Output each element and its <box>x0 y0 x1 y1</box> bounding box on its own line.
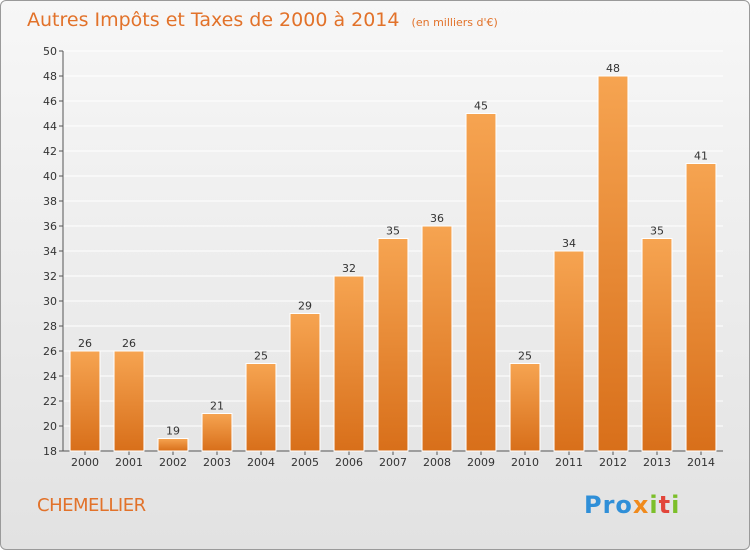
chart-title-text: Autres Impôts et Taxes de 2000 à 2014 <box>27 9 400 31</box>
bar <box>289 313 321 452</box>
y-tick-label: 50 <box>43 45 57 58</box>
x-tick-label: 2002 <box>159 456 187 469</box>
y-tick-label: 20 <box>43 420 57 433</box>
y-tick-label: 30 <box>43 295 57 308</box>
y-tick-label: 32 <box>43 270 57 283</box>
bar <box>113 350 145 452</box>
x-tick-label: 2009 <box>467 456 495 469</box>
chart-unit-label: (en milliers d'€) <box>411 16 498 29</box>
data-label: 25 <box>254 350 268 363</box>
data-label: 45 <box>474 100 488 113</box>
y-tick-label: 48 <box>43 70 57 83</box>
y-tick-label: 18 <box>43 445 57 458</box>
y-tick-label: 42 <box>43 145 57 158</box>
x-tick-label: 2013 <box>643 456 671 469</box>
bar <box>685 163 717 452</box>
x-tick-label: 2005 <box>291 456 319 469</box>
data-label: 35 <box>386 225 400 238</box>
x-tick-label: 2010 <box>511 456 539 469</box>
x-tick-label: 2001 <box>115 456 143 469</box>
y-tick-label: 24 <box>43 370 57 383</box>
data-label: 48 <box>606 62 620 75</box>
x-tick-label: 2014 <box>687 456 715 469</box>
y-tick-label: 46 <box>43 95 57 108</box>
bar <box>157 438 189 452</box>
data-label: 29 <box>298 300 312 313</box>
bar <box>597 75 629 452</box>
y-tick-label: 40 <box>43 170 57 183</box>
data-label: 36 <box>430 212 444 225</box>
data-label: 21 <box>210 400 224 413</box>
data-label: 34 <box>562 237 576 250</box>
data-label: 19 <box>166 425 180 438</box>
data-labels: 26 26 19 21 25 29 32 35 36 45 25 34 48 35 41 <box>78 62 708 438</box>
data-label: 26 <box>122 337 136 350</box>
x-tick-label: 2012 <box>599 456 627 469</box>
x-tick-label: 2004 <box>247 456 275 469</box>
y-tick-label: 22 <box>43 395 57 408</box>
x-tick-label: 2007 <box>379 456 407 469</box>
data-label: 25 <box>518 350 532 363</box>
x-tick-label: 2003 <box>203 456 231 469</box>
bar <box>69 350 101 452</box>
chart-title: Autres Impôts et Taxes de 2000 à 2014 (e… <box>27 9 498 31</box>
data-label: 26 <box>78 337 92 350</box>
data-label: 41 <box>694 150 708 163</box>
bar <box>421 225 453 452</box>
bar <box>509 363 541 452</box>
bar <box>377 238 409 452</box>
x-tick-label: 2011 <box>555 456 583 469</box>
data-label: 35 <box>650 225 664 238</box>
data-label: 32 <box>342 262 356 275</box>
y-tick-label: 28 <box>43 320 57 333</box>
proxiti-logo: Proxiti <box>584 491 681 519</box>
bar <box>201 413 233 452</box>
bar <box>333 275 365 452</box>
y-tick-label: 36 <box>43 220 57 233</box>
x-tick-label: 2008 <box>423 456 451 469</box>
bar <box>465 113 497 452</box>
y-tick-label: 34 <box>43 245 57 258</box>
axes: 18 20 22 24 26 28 30 32 34 36 38 40 42 44 46 48 50 2000 20… <box>43 45 723 469</box>
bar <box>245 363 277 452</box>
y-tick-label: 38 <box>43 195 57 208</box>
bars <box>69 75 717 452</box>
x-tick-label: 2000 <box>71 456 99 469</box>
y-tick-label: 44 <box>43 120 57 133</box>
bar <box>641 238 673 452</box>
bar <box>553 250 585 452</box>
commune-name: CHEMELLIER <box>37 495 146 516</box>
x-tick-label: 2006 <box>335 456 363 469</box>
y-tick-label: 26 <box>43 345 57 358</box>
